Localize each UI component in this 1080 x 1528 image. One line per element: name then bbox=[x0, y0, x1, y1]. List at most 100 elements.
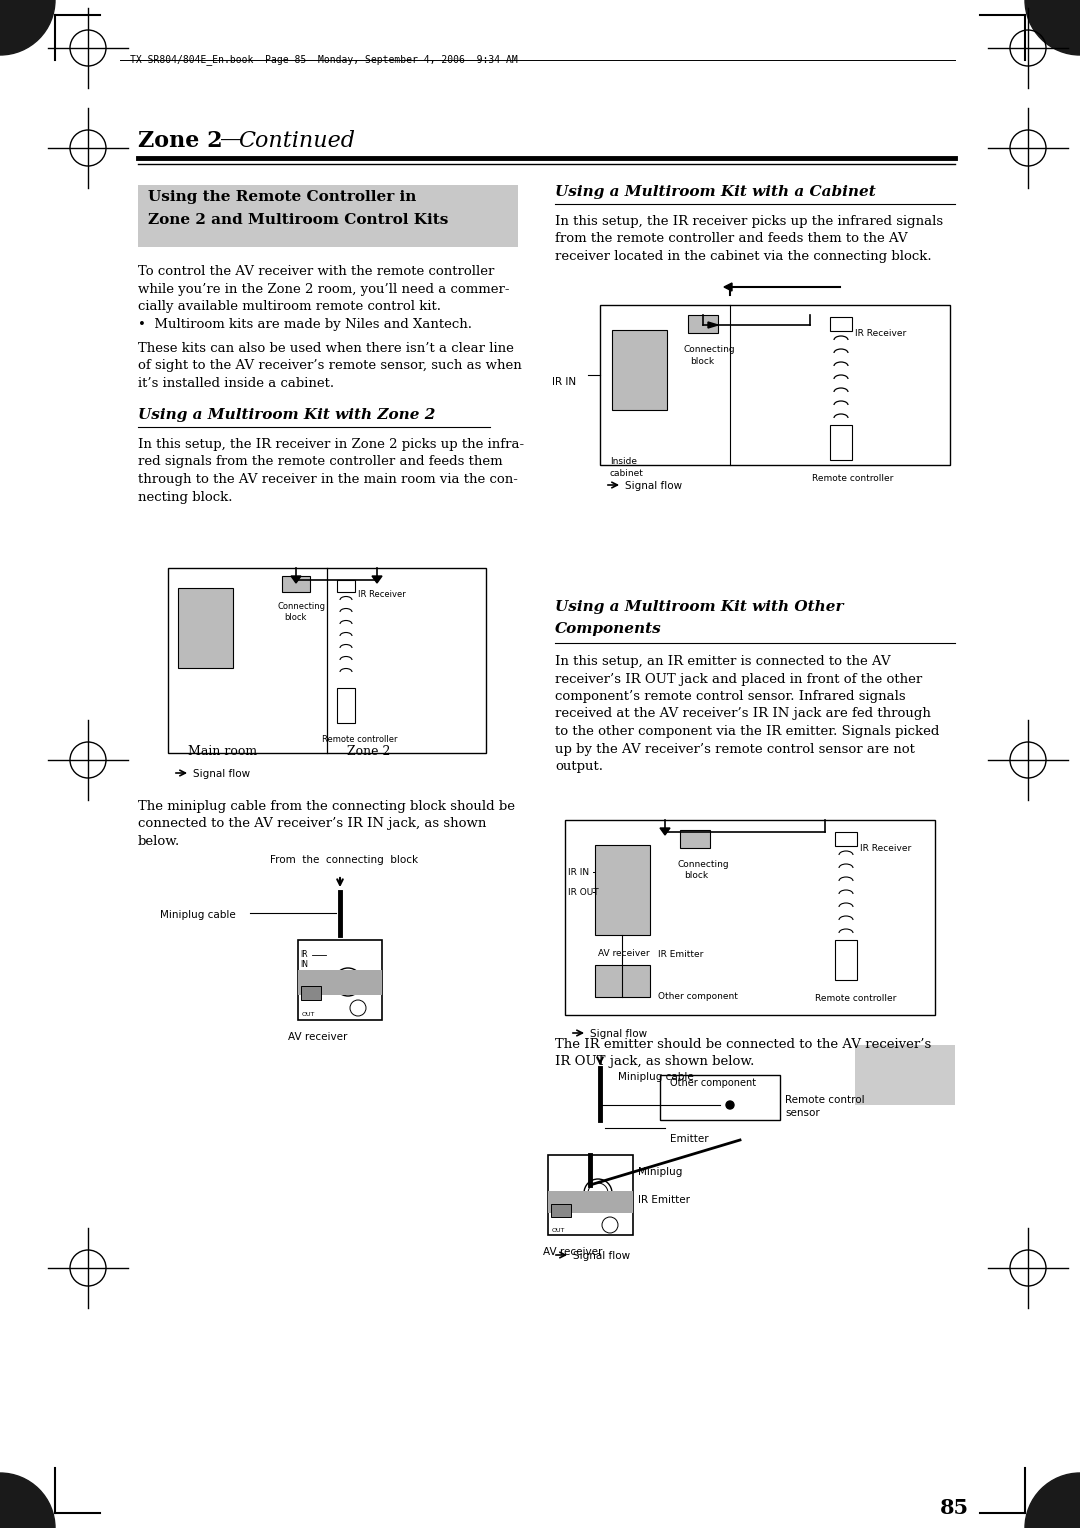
Text: IR Receiver: IR Receiver bbox=[860, 843, 912, 853]
Polygon shape bbox=[291, 576, 301, 584]
Text: 85: 85 bbox=[940, 1497, 969, 1517]
Text: Main room: Main room bbox=[188, 746, 257, 758]
Text: AV receiver: AV receiver bbox=[288, 1031, 348, 1042]
Text: Remote control: Remote control bbox=[785, 1096, 865, 1105]
Text: Continued: Continued bbox=[238, 130, 355, 151]
Text: Zone 2: Zone 2 bbox=[138, 130, 222, 151]
Bar bbox=[831, 425, 852, 460]
Text: IR Receiver: IR Receiver bbox=[855, 329, 906, 338]
Text: cabinet: cabinet bbox=[610, 469, 644, 478]
Text: Signal flow: Signal flow bbox=[625, 481, 683, 490]
Text: Zone 2: Zone 2 bbox=[347, 746, 390, 758]
Text: IR OUT: IR OUT bbox=[568, 888, 598, 897]
Circle shape bbox=[726, 1102, 734, 1109]
Bar bbox=[548, 1155, 633, 1235]
Text: Emitter: Emitter bbox=[670, 1134, 708, 1144]
Text: Remote controller: Remote controller bbox=[322, 735, 397, 744]
Text: IR IN: IR IN bbox=[568, 868, 589, 877]
Text: Miniplug cable: Miniplug cable bbox=[160, 911, 235, 920]
Text: block: block bbox=[284, 613, 307, 622]
Text: IR Emitter: IR Emitter bbox=[638, 1195, 690, 1206]
Text: Using a Multiroom Kit with Other: Using a Multiroom Kit with Other bbox=[555, 601, 843, 614]
Polygon shape bbox=[660, 828, 670, 834]
Text: Miniplug cable: Miniplug cable bbox=[618, 1073, 693, 1082]
Bar bbox=[660, 1076, 780, 1120]
Text: From  the  connecting  block: From the connecting block bbox=[270, 856, 418, 865]
Text: AV receiver: AV receiver bbox=[598, 949, 650, 958]
Text: Zone 2 and Multiroom Control Kits: Zone 2 and Multiroom Control Kits bbox=[148, 212, 448, 228]
Bar bbox=[168, 568, 486, 753]
Circle shape bbox=[584, 1180, 612, 1207]
Text: Other component: Other component bbox=[658, 992, 738, 1001]
Polygon shape bbox=[724, 283, 732, 290]
Text: IN: IN bbox=[300, 960, 308, 969]
Bar bbox=[595, 845, 650, 935]
Bar bbox=[551, 1204, 571, 1216]
Text: Signal flow: Signal flow bbox=[193, 769, 251, 779]
Text: IR Receiver: IR Receiver bbox=[357, 590, 406, 599]
Text: The miniplug cable from the connecting block should be
connected to the AV recei: The miniplug cable from the connecting b… bbox=[138, 801, 515, 848]
Bar bbox=[680, 830, 710, 848]
Polygon shape bbox=[708, 322, 718, 329]
Bar bbox=[595, 966, 650, 996]
Bar bbox=[565, 821, 935, 1015]
Bar bbox=[835, 940, 858, 979]
Text: Inside: Inside bbox=[610, 457, 637, 466]
Bar bbox=[337, 581, 355, 591]
Bar bbox=[855, 1045, 955, 1105]
Circle shape bbox=[0, 0, 55, 55]
Bar bbox=[178, 588, 233, 668]
Text: —: — bbox=[220, 130, 242, 151]
Text: block: block bbox=[690, 358, 714, 367]
Text: Using a Multiroom Kit with Zone 2: Using a Multiroom Kit with Zone 2 bbox=[138, 408, 435, 422]
Polygon shape bbox=[372, 576, 382, 584]
Text: Connecting: Connecting bbox=[276, 602, 325, 611]
Bar bbox=[298, 970, 382, 995]
Bar bbox=[831, 316, 852, 332]
Bar bbox=[301, 986, 321, 999]
Text: Signal flow: Signal flow bbox=[590, 1028, 647, 1039]
Text: sensor: sensor bbox=[785, 1108, 820, 1118]
Circle shape bbox=[334, 969, 362, 996]
Text: IR: IR bbox=[300, 950, 308, 960]
Text: To control the AV receiver with the remote controller
while you’re in the Zone 2: To control the AV receiver with the remo… bbox=[138, 264, 510, 313]
Text: OUT: OUT bbox=[552, 1229, 565, 1233]
Text: These kits can also be used when there isn’t a clear line
of sight to the AV rec: These kits can also be used when there i… bbox=[138, 342, 522, 390]
Bar bbox=[138, 185, 518, 248]
Text: AV receiver: AV receiver bbox=[543, 1247, 603, 1258]
Text: Other component: Other component bbox=[670, 1077, 756, 1088]
Text: Remote controller: Remote controller bbox=[812, 474, 893, 483]
Bar bbox=[835, 833, 858, 847]
Text: IR Emitter: IR Emitter bbox=[658, 950, 703, 960]
Bar bbox=[688, 315, 718, 333]
Circle shape bbox=[1025, 1473, 1080, 1528]
Text: In this setup, an IR emitter is connected to the AV
receiver’s IR OUT jack and p: In this setup, an IR emitter is connecte… bbox=[555, 656, 940, 773]
Bar bbox=[548, 1190, 633, 1213]
Text: The IR emitter should be connected to the AV receiver’s
IR OUT jack, as shown be: The IR emitter should be connected to th… bbox=[555, 1038, 931, 1068]
Text: Connecting: Connecting bbox=[678, 860, 730, 869]
Text: Connecting: Connecting bbox=[683, 345, 734, 354]
Text: Using a Multiroom Kit with a Cabinet: Using a Multiroom Kit with a Cabinet bbox=[555, 185, 876, 199]
Text: In this setup, the IR receiver in Zone 2 picks up the infra-
red signals from th: In this setup, the IR receiver in Zone 2… bbox=[138, 439, 524, 504]
Text: Components: Components bbox=[555, 622, 662, 636]
Circle shape bbox=[602, 1216, 618, 1233]
Text: Miniplug: Miniplug bbox=[638, 1167, 683, 1177]
Bar bbox=[282, 576, 310, 591]
Circle shape bbox=[0, 1473, 55, 1528]
Bar bbox=[612, 330, 667, 410]
Circle shape bbox=[588, 1183, 608, 1203]
Circle shape bbox=[1025, 0, 1080, 55]
Text: TX-SR804/804E_En.book  Page 85  Monday, September 4, 2006  9:34 AM: TX-SR804/804E_En.book Page 85 Monday, Se… bbox=[130, 53, 517, 64]
Text: Using the Remote Controller in: Using the Remote Controller in bbox=[148, 189, 417, 205]
Bar bbox=[298, 940, 382, 1021]
Bar bbox=[600, 306, 950, 465]
Text: In this setup, the IR receiver picks up the infrared signals
from the remote con: In this setup, the IR receiver picks up … bbox=[555, 215, 943, 263]
Text: Signal flow: Signal flow bbox=[573, 1251, 630, 1261]
Circle shape bbox=[338, 972, 357, 992]
Text: OUT: OUT bbox=[302, 1012, 315, 1018]
Text: Remote controller: Remote controller bbox=[815, 995, 896, 1002]
Text: •  Multiroom kits are made by Niles and Xantech.: • Multiroom kits are made by Niles and X… bbox=[138, 318, 472, 332]
Text: block: block bbox=[684, 871, 708, 880]
Circle shape bbox=[350, 999, 366, 1016]
Text: IR IN: IR IN bbox=[552, 377, 576, 387]
